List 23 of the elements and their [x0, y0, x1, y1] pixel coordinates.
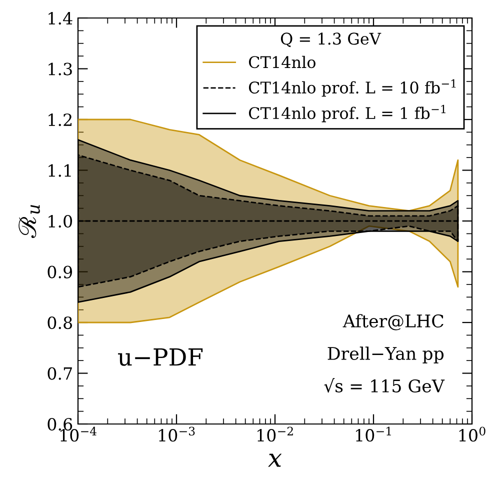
legend-label: CT14nlo prof. L = 1 fb$^{−1}$	[248, 104, 446, 122]
y-tick-label: 0.7	[48, 367, 72, 380]
annotation: Drell−Yan pp	[328, 346, 444, 364]
x-axis-title: x	[268, 454, 282, 467]
y-tick-label: 1.2	[48, 113, 72, 126]
y-tick-label: 0.8	[48, 316, 72, 330]
annotation: √s = 115 GeV	[324, 378, 445, 393]
y-tick-label: 0.6	[48, 418, 72, 431]
legend-label: CT14nlo	[248, 56, 316, 68]
y-tick-label: 0.9	[48, 266, 72, 278]
x-tick-label: 10$^{−1}$	[356, 426, 391, 442]
x-tick-label: 10$^{0}$	[459, 426, 486, 442]
annotation: After@LHC	[342, 314, 444, 330]
y-tick-label: 1.3	[48, 62, 72, 76]
y-tick-label: 1.0	[48, 214, 72, 228]
annotation: u−PDF	[118, 348, 203, 366]
legend-title: Q = 1.3 GeV	[280, 32, 382, 48]
x-tick-label: 10$^{−3}$	[159, 426, 195, 442]
y-axis-title: ℛ$_{u}$	[18, 205, 40, 238]
y-tick-label: 1.1	[48, 164, 71, 177]
y-tick-label: 1.4	[48, 12, 72, 25]
x-tick-label: 10$^{−2}$	[258, 426, 293, 442]
legend-label: CT14nlo prof. L = 10 fb$^{−1}$	[248, 79, 456, 97]
